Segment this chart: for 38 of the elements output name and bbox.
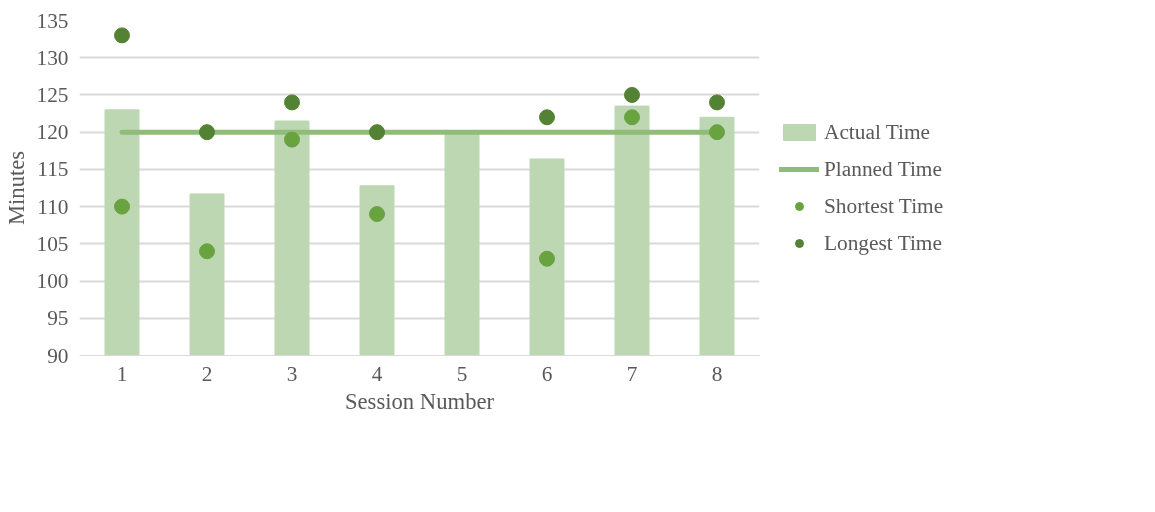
point bbox=[539, 250, 555, 267]
point bbox=[369, 206, 385, 223]
x-tick-label: 6 bbox=[541, 361, 553, 386]
x-tick-label: 4 bbox=[371, 361, 383, 386]
legend-label: Actual Time bbox=[824, 119, 931, 145]
point bbox=[284, 94, 300, 111]
legend-label: Longest Time bbox=[824, 230, 942, 256]
x-tick-label: 1 bbox=[116, 361, 128, 386]
point bbox=[709, 94, 725, 111]
point bbox=[624, 86, 640, 103]
y-tick-label: 115 bbox=[37, 157, 69, 182]
y-tick-label: 95 bbox=[47, 306, 69, 331]
point bbox=[369, 124, 385, 141]
y-tick-label: 125 bbox=[36, 82, 69, 107]
x-tick-label: 7 bbox=[626, 361, 638, 386]
legend-label: Shortest Time bbox=[824, 193, 944, 219]
y-tick-label: 120 bbox=[36, 120, 69, 145]
point bbox=[284, 131, 300, 148]
point bbox=[114, 27, 130, 44]
point bbox=[624, 109, 640, 126]
y-tick-label: 90 bbox=[47, 343, 69, 368]
legend-label: Planned Time bbox=[824, 156, 942, 182]
x-tick-label: 2 bbox=[201, 361, 213, 386]
y-tick-label: 105 bbox=[36, 231, 69, 256]
point bbox=[114, 198, 130, 215]
point bbox=[199, 243, 215, 260]
x-tick-label: 8 bbox=[711, 361, 723, 386]
y-tick-label: 135 bbox=[36, 8, 69, 33]
y-tick-label: 130 bbox=[36, 45, 69, 70]
point bbox=[199, 124, 215, 141]
x-tick-label: 3 bbox=[286, 361, 298, 386]
y-tick-label: 110 bbox=[37, 194, 69, 219]
x-tick-label: 5 bbox=[456, 361, 468, 386]
point bbox=[709, 124, 725, 141]
x-axis-title: Session Number bbox=[344, 388, 495, 414]
y-tick-label: 100 bbox=[36, 269, 69, 294]
y-axis-title: Minutes bbox=[3, 150, 29, 226]
point bbox=[539, 109, 555, 126]
